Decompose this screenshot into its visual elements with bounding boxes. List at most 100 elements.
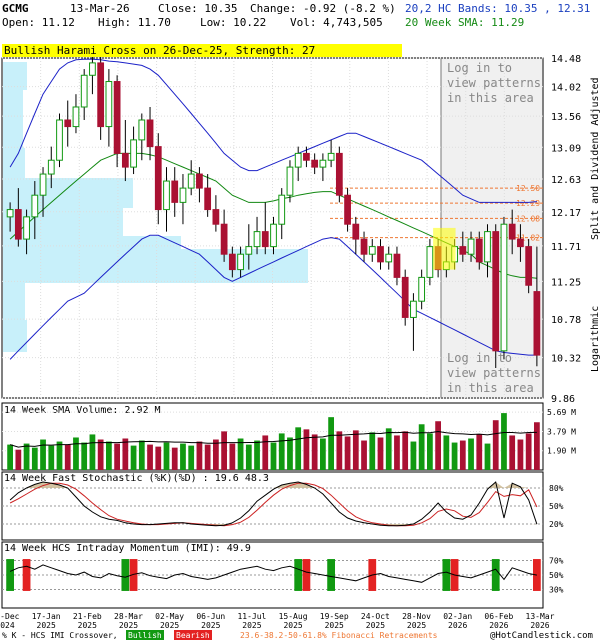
stoch-tick-label: 50% bbox=[549, 502, 564, 511]
candle-body bbox=[270, 223, 277, 248]
candle-body bbox=[23, 216, 30, 240]
volume-bar bbox=[427, 433, 433, 470]
login-text-top: view patterns bbox=[447, 76, 541, 90]
volume-bar bbox=[97, 439, 104, 470]
upper-band-line bbox=[9, 58, 537, 203]
x-tick-year: 2025 bbox=[325, 621, 344, 630]
x-tick-year: 2025 bbox=[201, 621, 220, 630]
candle-body bbox=[196, 173, 203, 189]
volume-bar bbox=[534, 422, 540, 470]
log-label: Logarithmic bbox=[590, 306, 600, 372]
volume-bar bbox=[81, 442, 88, 470]
candle-body bbox=[187, 173, 195, 189]
imi-tick-label: 30% bbox=[549, 586, 564, 595]
candle-body bbox=[212, 209, 220, 225]
volume-bar bbox=[287, 437, 293, 470]
candle-body bbox=[204, 187, 212, 211]
candle-body bbox=[401, 276, 409, 318]
price-panel: 14.48 14.02 13.56 13.09 12.63 12.17 11.71 11.25… bbox=[1, 44, 600, 413]
low-text: Low: 10.22 bbox=[200, 16, 267, 29]
volume-bar bbox=[221, 431, 227, 470]
login-text-bottom: Log in to bbox=[447, 351, 512, 365]
price-tick-label: 14.02 bbox=[551, 83, 581, 94]
candle-body bbox=[475, 238, 483, 263]
login-text-top: Log in to bbox=[447, 61, 512, 75]
stoch-panel-label: 14 Week Fast Stochastic (%K)(%D) : 19.6 … bbox=[4, 473, 269, 484]
candle-body bbox=[368, 246, 376, 255]
volume-bar bbox=[492, 420, 499, 470]
x-tick-year: 2025 bbox=[242, 621, 261, 630]
price-tick-label: 11.71 bbox=[551, 242, 581, 253]
fib-label: 12.50 bbox=[516, 184, 540, 193]
volume-bar bbox=[385, 428, 392, 470]
x-tick-year: 2025 bbox=[37, 621, 56, 630]
price-tick-label: 11.25 bbox=[551, 277, 581, 288]
imi-panel: 14 Week HCS Intraday Momentum (IMI): 49.… bbox=[1, 541, 564, 609]
candle-body bbox=[492, 231, 500, 352]
close-text: Close: 10.35 bbox=[158, 2, 238, 15]
stoch-tick-label: 80% bbox=[549, 484, 564, 493]
crossover-marker bbox=[6, 559, 14, 591]
volume-bar bbox=[171, 447, 178, 470]
x-tick-year: 2026 bbox=[489, 621, 508, 630]
x-tick-year: 2025 bbox=[160, 621, 179, 630]
price-tick-label: 9.86 bbox=[551, 394, 575, 405]
volume-tick-label: 1.90 M bbox=[547, 447, 576, 456]
candle-body bbox=[426, 246, 434, 278]
volume-bar bbox=[56, 441, 63, 470]
candle-body bbox=[253, 231, 261, 248]
volume-bar bbox=[73, 437, 79, 470]
candle-body bbox=[130, 139, 137, 168]
candle-body bbox=[500, 223, 508, 352]
volume-bar bbox=[418, 424, 425, 470]
x-tick-label: 06-Jun bbox=[196, 612, 225, 621]
candle-body bbox=[163, 180, 170, 211]
volume-bar bbox=[270, 442, 277, 470]
crossover-marker bbox=[302, 559, 311, 591]
stoch-d-line bbox=[9, 482, 538, 527]
imi-line bbox=[9, 564, 537, 583]
candle-body bbox=[146, 119, 154, 148]
imi-tick-label: 50% bbox=[549, 571, 564, 580]
candle-body bbox=[72, 106, 80, 128]
volume-sma-line bbox=[9, 430, 537, 448]
volume-bar bbox=[122, 438, 129, 470]
candle-body bbox=[385, 253, 393, 263]
candle-body bbox=[517, 238, 524, 248]
volume-bar bbox=[262, 435, 269, 470]
volume-bar bbox=[410, 441, 417, 470]
candle-body bbox=[220, 223, 228, 255]
volume-bar bbox=[344, 436, 351, 470]
candle-body bbox=[327, 152, 335, 161]
login-text-bottom: view patterns bbox=[447, 366, 541, 380]
volume-bar bbox=[7, 444, 13, 470]
x-tick-label: 28-Nov bbox=[402, 612, 431, 621]
crossover-marker bbox=[491, 559, 500, 591]
pattern-highlight bbox=[433, 227, 456, 270]
x-tick-year: 2025 bbox=[407, 621, 426, 630]
crossover-marker bbox=[327, 559, 335, 591]
volume-bar bbox=[377, 437, 384, 470]
volume-bar bbox=[303, 429, 310, 470]
x-tick-year: 2025 bbox=[78, 621, 97, 630]
volume-text: Vol: 4,743,505 bbox=[290, 16, 383, 29]
crossover-marker bbox=[294, 559, 303, 591]
volume-bar bbox=[23, 443, 30, 470]
candle-body bbox=[533, 291, 541, 356]
x-tick-label: 15-Aug bbox=[279, 612, 308, 621]
crossover-marker bbox=[121, 559, 130, 591]
symbol: GCMG bbox=[2, 2, 29, 15]
change-text: Change: -0.92 (-8.2 %) bbox=[250, 2, 396, 15]
bullish-legend-label: Bullish bbox=[128, 631, 162, 640]
candle-body bbox=[56, 119, 63, 161]
volume-bar bbox=[31, 447, 38, 470]
candle-body bbox=[360, 238, 368, 255]
volume-bar bbox=[48, 445, 55, 470]
volume-bar bbox=[114, 443, 120, 470]
price-tick-label: 13.09 bbox=[551, 143, 581, 154]
candle-body bbox=[303, 152, 310, 161]
volume-by-price-bar bbox=[3, 90, 23, 148]
price-tick-label: 13.56 bbox=[551, 112, 581, 123]
